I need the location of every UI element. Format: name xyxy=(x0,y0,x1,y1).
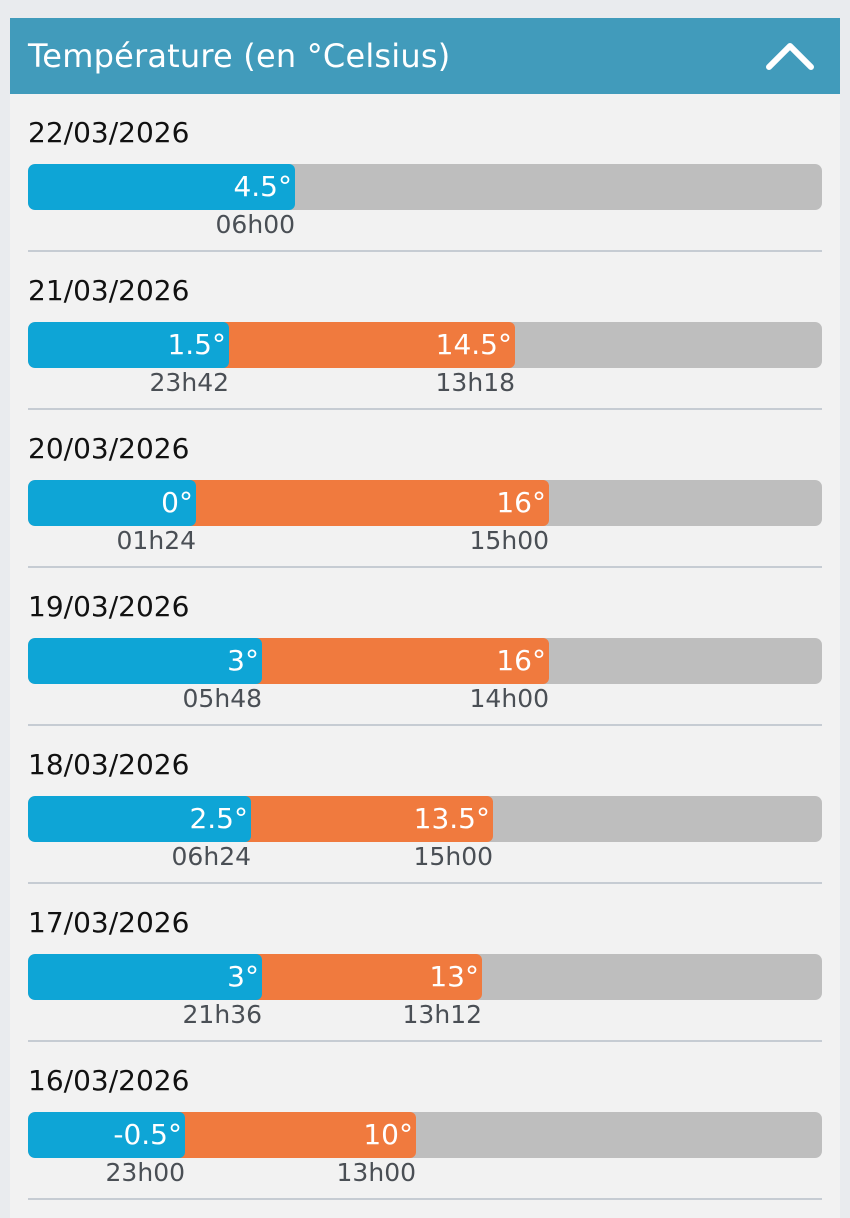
max-temp-time: 15h00 xyxy=(413,842,493,871)
min-temp-time: 05h48 xyxy=(182,684,262,713)
max-temp-segment: 16° xyxy=(254,638,549,684)
max-temp-segment: 14.5° xyxy=(221,322,515,368)
day-row: 22/03/2026 4.5° 06h00 xyxy=(28,94,822,252)
min-temp-time: 21h36 xyxy=(182,1000,262,1029)
temperature-bar: 3° 13° xyxy=(28,954,822,1000)
day-date: 20/03/2026 xyxy=(28,432,190,465)
max-temp-segment: 13° xyxy=(254,954,482,1000)
day-row: 17/03/2026 3° 13° 21h36 13h12 xyxy=(28,884,822,1042)
temperature-panel: Température (en °Celsius) 22/03/2026 4.5°… xyxy=(10,18,840,1218)
min-temp-segment: 3° xyxy=(28,638,262,684)
min-temp-time: 23h00 xyxy=(105,1158,185,1187)
temperature-list: 22/03/2026 4.5° 06h00 21/03/2026 1.5° 14.5° 23… xyxy=(10,94,840,1200)
day-date: 16/03/2026 xyxy=(28,1064,190,1097)
panel-header[interactable]: Température (en °Celsius) xyxy=(10,18,840,94)
max-temp-segment: 16° xyxy=(188,480,549,526)
min-temp-segment: 1.5° xyxy=(28,322,229,368)
min-temp-time: 06h00 xyxy=(215,210,295,239)
day-row: 19/03/2026 3° 16° 05h48 14h00 xyxy=(28,568,822,726)
collapse-button[interactable] xyxy=(762,28,818,84)
temperature-bar: 0° 16° xyxy=(28,480,822,526)
day-date: 18/03/2026 xyxy=(28,748,190,781)
min-temp-segment: -0.5° xyxy=(28,1112,185,1158)
day-row: 21/03/2026 1.5° 14.5° 23h42 13h18 xyxy=(28,252,822,410)
min-temp-time: 06h24 xyxy=(171,842,251,871)
max-temp-time: 13h12 xyxy=(402,1000,482,1029)
temperature-bar: 2.5° 13.5° xyxy=(28,796,822,842)
max-temp-time: 13h18 xyxy=(435,368,515,397)
max-temp-time: 13h00 xyxy=(336,1158,416,1187)
panel-title: Température (en °Celsius) xyxy=(28,37,451,75)
day-row: 20/03/2026 0° 16° 01h24 15h00 xyxy=(28,410,822,568)
min-temp-time: 01h24 xyxy=(116,526,196,555)
min-temp-segment: 3° xyxy=(28,954,262,1000)
day-date: 19/03/2026 xyxy=(28,590,190,623)
max-temp-time: 14h00 xyxy=(469,684,549,713)
day-date: 22/03/2026 xyxy=(28,116,190,149)
max-temp-segment: 13.5° xyxy=(243,796,493,842)
temperature-bar: 1.5° 14.5° xyxy=(28,322,822,368)
temperature-bar: 4.5° xyxy=(28,164,822,210)
min-temp-time: 23h42 xyxy=(149,368,229,397)
chevron-up-icon xyxy=(766,43,814,70)
temperature-bar: -0.5° 10° xyxy=(28,1112,822,1158)
temperature-bar: 3° 16° xyxy=(28,638,822,684)
max-temp-time: 15h00 xyxy=(469,526,549,555)
min-temp-segment: 0° xyxy=(28,480,196,526)
min-temp-segment: 2.5° xyxy=(28,796,251,842)
day-row: 16/03/2026 -0.5° 10° 23h00 13h00 xyxy=(28,1042,822,1200)
day-row: 18/03/2026 2.5° 13.5° 06h24 15h00 xyxy=(28,726,822,884)
max-temp-segment: 10° xyxy=(177,1112,416,1158)
day-date: 17/03/2026 xyxy=(28,906,190,939)
day-date: 21/03/2026 xyxy=(28,274,190,307)
min-temp-segment: 4.5° xyxy=(28,164,295,210)
